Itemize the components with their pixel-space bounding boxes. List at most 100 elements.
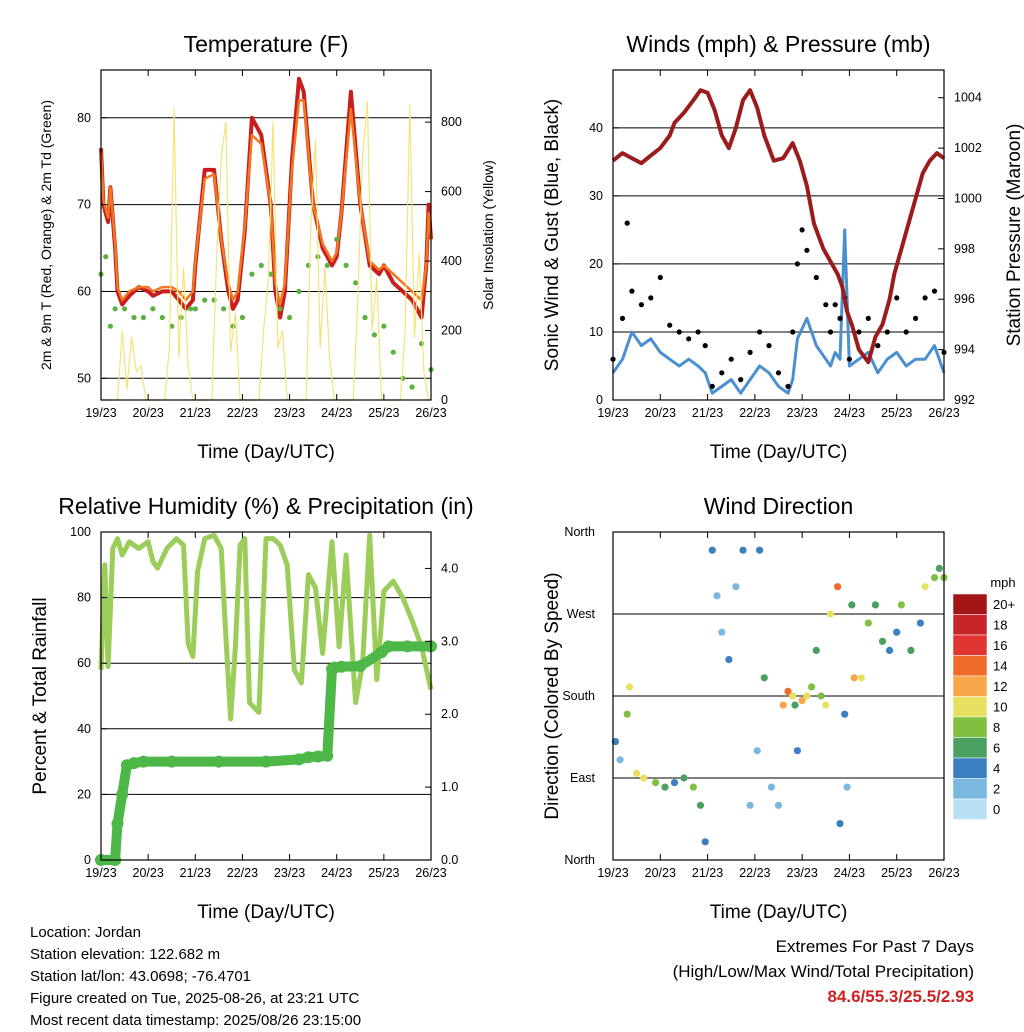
winds-xtick-label: 19/23	[597, 406, 628, 420]
temperature-2m-td-point	[131, 314, 137, 321]
temperature-xtick-label: 25/23	[368, 406, 399, 420]
winds-gust-point	[856, 329, 862, 335]
direction-point	[616, 756, 624, 764]
direction-point	[921, 583, 929, 591]
winds-gust-point	[790, 329, 796, 335]
speed-legend-label: 2	[993, 782, 1000, 797]
winds-gust-point	[676, 329, 682, 335]
temperature-xtick-label: 26/23	[415, 406, 446, 420]
direction-point	[670, 779, 679, 787]
wind_direction-xtick-label: 21/23	[692, 866, 723, 880]
wind_direction-ytick-label: West	[567, 607, 596, 621]
direction-point	[916, 619, 925, 627]
wind_direction-xtick-label: 20/23	[645, 866, 676, 880]
info-latlon: Station lat/lon: 43.0698; -76.4701	[30, 968, 252, 985]
temperature-xtick-label: 21/23	[180, 406, 211, 420]
direction-point	[680, 774, 688, 782]
winds-gust-point	[757, 329, 763, 335]
speed-legend-label: 10	[993, 700, 1007, 715]
direction-point	[611, 738, 620, 746]
humidity-ytick-label: 80	[77, 591, 91, 605]
wind_direction-panel	[611, 531, 988, 861]
humidity-xtick-label: 21/23	[180, 866, 211, 880]
humidity-y2tick-label: 4.0	[441, 561, 458, 575]
humidity-panel	[95, 531, 437, 866]
direction-point	[871, 601, 880, 609]
direction-point	[760, 674, 768, 682]
speed-legend-swatch	[952, 593, 988, 615]
direction-point	[793, 747, 802, 755]
direction-point	[789, 692, 797, 700]
direction-point	[850, 674, 858, 682]
wind_direction-xtick-label: 25/23	[881, 866, 912, 880]
winds-xtick-label: 26/23	[928, 406, 959, 420]
humidity-total-precipitation-point	[111, 817, 124, 830]
humidity-ytick-label: 60	[77, 656, 91, 670]
temperature-2m-td-point	[107, 323, 113, 329]
temperature-2m-td-point	[211, 297, 217, 303]
winds-gust-point	[875, 343, 881, 349]
wind_direction-xtick-label: 19/23	[597, 866, 628, 880]
humidity-ytick-label: 20	[77, 787, 91, 801]
humidity-total-precipitation-point	[335, 660, 348, 673]
speed-legend-label: 20+	[993, 597, 1015, 612]
speed-legend-label: 18	[993, 618, 1007, 633]
temperature-xlabel: Time (Day/UTC)	[197, 442, 335, 463]
temperature-2m-t-line	[99, 76, 433, 320]
humidity-ytick-label: 40	[77, 722, 91, 736]
winds-xtick-label: 22/23	[739, 406, 770, 420]
winds-gust-point	[719, 370, 725, 376]
speed-legend-label: 12	[993, 679, 1007, 694]
direction-point	[623, 710, 631, 718]
direction-point	[822, 701, 830, 709]
humidity-y2tick-label: 0.0	[441, 853, 458, 867]
temperature-xtick-label: 20/23	[133, 406, 164, 420]
humidity-xtick-label: 24/23	[321, 866, 352, 880]
winds-gust-point	[629, 288, 635, 294]
speed-legend-swatch	[952, 655, 988, 677]
winds-gust-point	[702, 343, 708, 349]
winds-gust-point	[624, 220, 630, 226]
winds-gust-point	[823, 302, 829, 308]
direction-point	[893, 628, 901, 636]
temperature-2m-td-point	[103, 254, 109, 260]
temperature-y2tick-label: 600	[441, 185, 462, 199]
extremes-box: Extremes For Past 7 Days (High/Low/Max W…	[673, 934, 974, 1009]
temperature-solar-insolation-line	[101, 100, 431, 401]
temperature-2m-td-point	[381, 323, 387, 329]
winds-gust-point	[766, 343, 772, 349]
direction-point	[907, 646, 915, 655]
winds-gust-point	[775, 370, 782, 376]
wind_direction-ytick-label: East	[570, 771, 596, 785]
temperature-y2tick-label: 800	[441, 115, 462, 129]
direction-point	[756, 546, 764, 554]
winds-gust-point	[799, 227, 805, 233]
direction-point	[803, 692, 811, 700]
wind_direction-ytick-label: South	[562, 689, 595, 703]
winds-gust-point	[922, 295, 928, 301]
direction-point	[812, 646, 820, 655]
wind_direction-frame	[612, 531, 945, 861]
speed-legend-label: 16	[993, 638, 1007, 653]
direction-point	[732, 583, 740, 591]
direction-point	[739, 546, 747, 554]
speed-legend-swatch	[952, 675, 988, 697]
temperature-2m-td-point	[192, 306, 198, 312]
temperature-2m-td-point	[140, 314, 146, 321]
humidity-total-precipitation-point	[293, 753, 305, 766]
speed-legend-swatch	[952, 737, 988, 759]
speed-legend-label: 4	[993, 761, 1000, 776]
direction-point	[640, 774, 648, 782]
humidity-total-precipitation-point	[302, 751, 315, 764]
temperature-2m-td-point	[362, 314, 368, 321]
winds-gust-point	[648, 295, 654, 301]
temperature-2m-td-point	[112, 306, 118, 312]
direction-point	[817, 692, 825, 700]
direction-point	[713, 592, 721, 600]
winds-xtick-label: 25/23	[881, 406, 912, 420]
humidity-total-precipitation-point	[321, 749, 334, 762]
winds-station-pressure-line	[611, 88, 946, 365]
temperature-9m-t-line	[99, 99, 433, 306]
winds-gust-point	[813, 274, 819, 281]
temperature-xtick-label: 23/23	[274, 406, 305, 420]
